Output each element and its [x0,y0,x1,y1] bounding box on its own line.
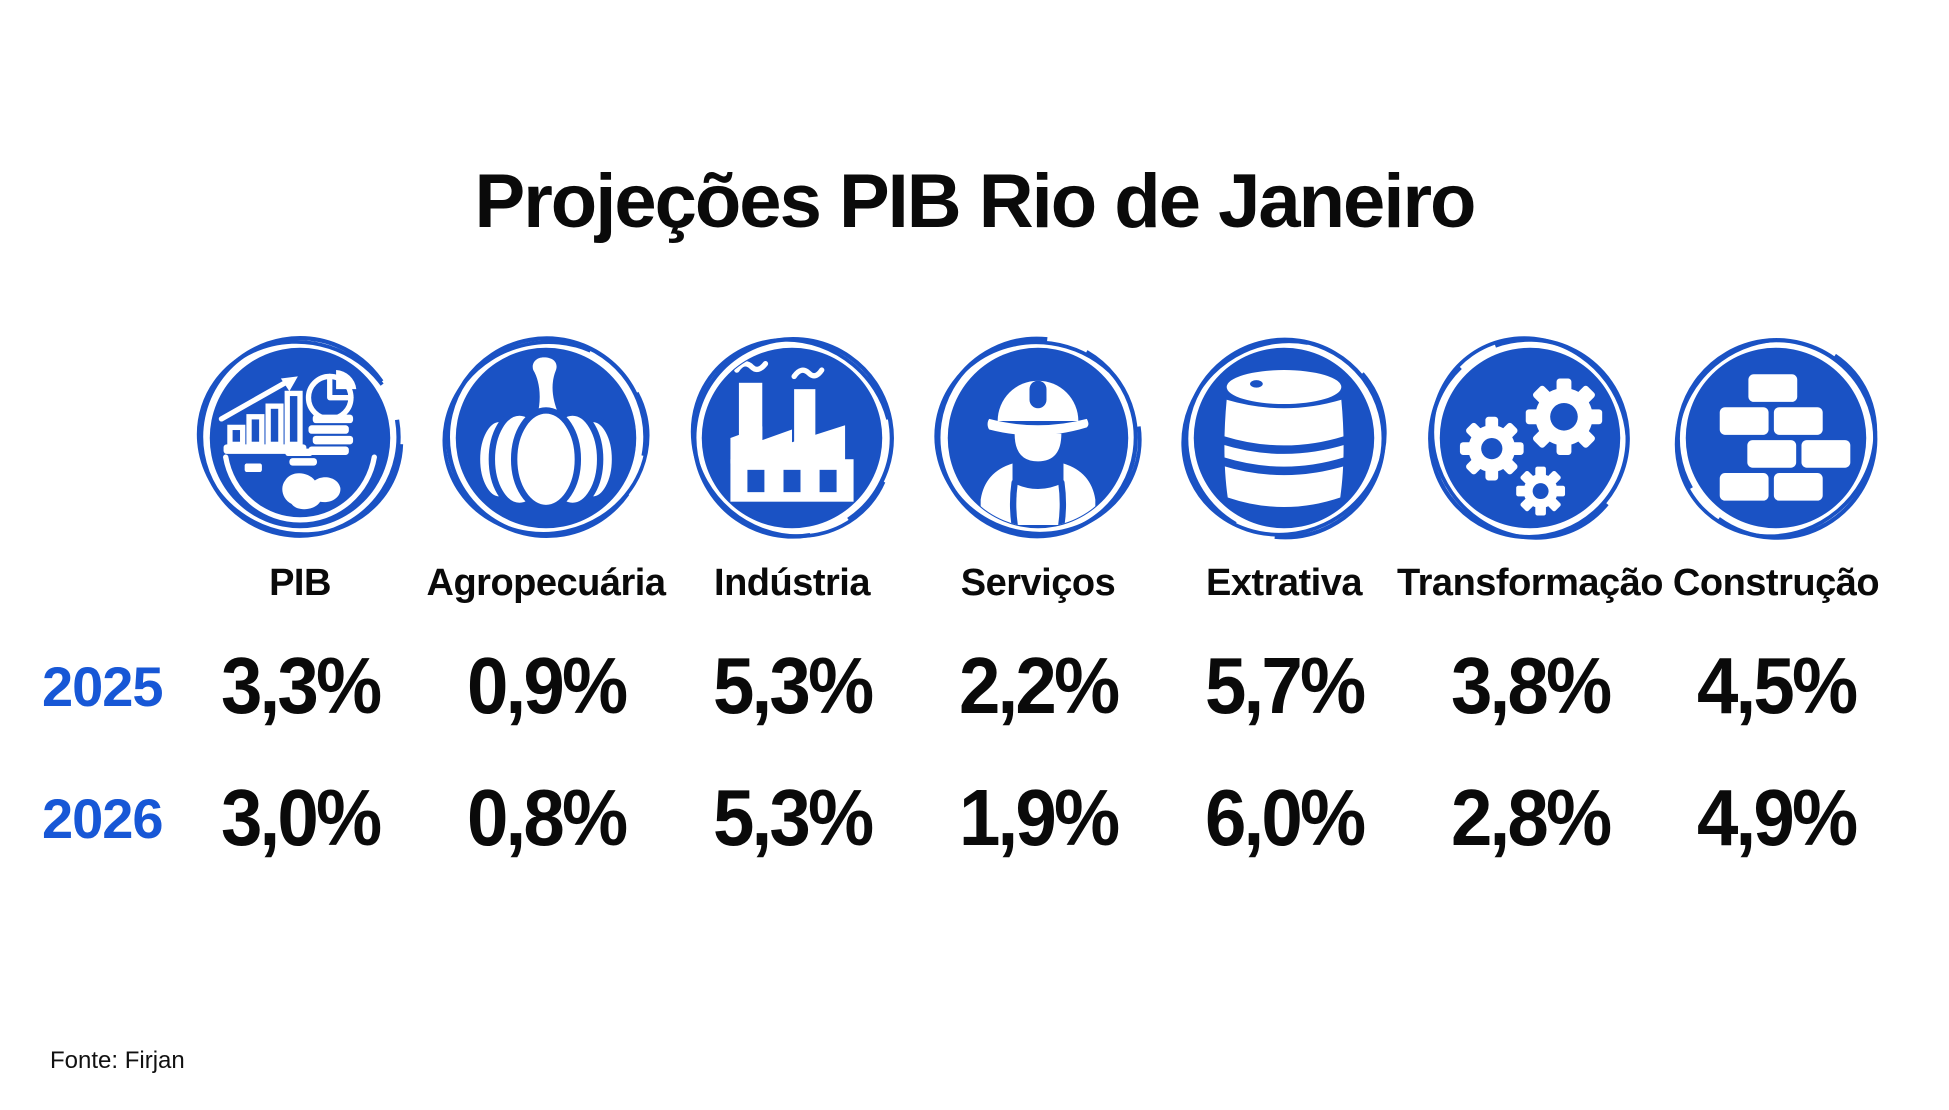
label-column-spacer [0,548,177,620]
value-2026-pib: 3,0% [220,773,382,862]
sector-label-pib: PIB [269,562,331,604]
sector-label-transformacao: Transformação [1397,562,1663,604]
value-2025-agropecuaria: 0,9% [466,641,628,730]
year-label-2026: 2026 [42,786,164,850]
oil-barrel-icon [1181,337,1387,540]
value-2026-agropecuaria: 0,8% [466,773,628,862]
icon-cell-pib [177,328,423,548]
projections-table: PIB Agropecuária Indústria Serviços Extr… [0,328,1899,884]
page-title: Projeções PIB Rio de Janeiro [474,159,1477,244]
value-2025-pib: 3,3% [220,641,382,730]
icon-cell-servicos [915,328,1161,548]
value-2026-construcao: 4,9% [1696,773,1858,862]
value-2025-industria: 5,3% [712,641,874,730]
construction-worker-icon [934,336,1142,539]
source-note: Fonte: Firjan [50,1047,185,1074]
factory-icon [690,336,894,539]
value-2026-servicos: 1,9% [958,773,1120,862]
sector-label-agropecuaria: Agropecuária [426,562,666,604]
sector-label-industria: Indústria [714,562,870,604]
icon-cell-transformacao [1407,328,1653,548]
year-column-spacer [0,328,177,548]
sector-label-construcao: Construção [1672,562,1880,604]
sector-label-servicos: Serviços [960,562,1116,604]
value-2026-industria: 5,3% [712,773,874,862]
year-label-2025: 2025 [42,654,164,718]
value-2025-transformacao: 3,8% [1450,641,1612,730]
global-economy-icon [196,336,404,538]
icon-cell-industria [669,328,915,548]
gears-icon [1428,336,1630,540]
value-2025-construcao: 4,5% [1696,641,1858,730]
value-2026-extrativa: 6,0% [1204,773,1366,862]
sector-label-extrativa: Extrativa [1205,562,1363,604]
pumpkin-icon [442,336,650,538]
icon-cell-extrativa [1161,328,1407,548]
value-2025-extrativa: 5,7% [1204,641,1366,730]
value-2026-transformacao: 2,8% [1450,773,1612,862]
icon-cell-construcao [1653,328,1899,548]
icon-cell-agropecuaria [423,328,669,548]
value-2025-servicos: 2,2% [958,641,1120,730]
brick-wall-icon [1674,337,1878,540]
